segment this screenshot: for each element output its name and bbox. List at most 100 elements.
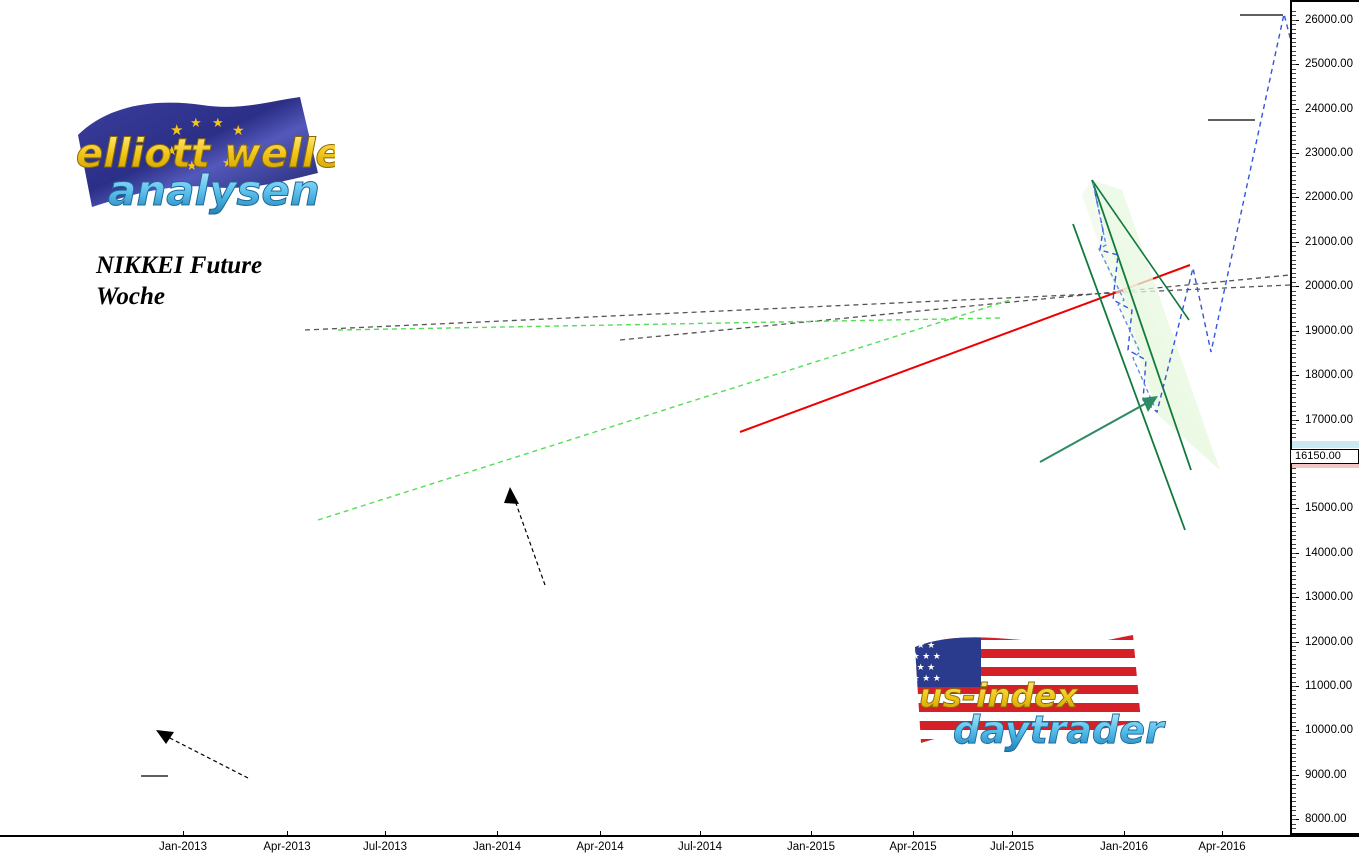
price-axis-minor-tick (1292, 215, 1296, 217)
us-flag-shape: ★ ★ ★ ★★ ★ ★ ★ ★ ★ ★★ ★ ★ ★ ★ ★ ★ (901, 635, 1141, 743)
price-axis-minor-tick (1292, 601, 1296, 603)
logo-text-analysen: analysen (108, 166, 320, 215)
price-axis-minor-tick (1292, 264, 1296, 266)
price-axis-minor-tick (1292, 774, 1296, 776)
svg-text:★ ★ ★ ★: ★ ★ ★ ★ (901, 651, 941, 661)
date-axis-tick (1222, 831, 1223, 837)
price-axis-label: 8000.00 (1305, 813, 1347, 826)
price-axis-minor-tick (1292, 206, 1296, 208)
price-axis-minor-tick (1292, 823, 1296, 825)
date-axis-label: Apr-2016 (1198, 841, 1246, 853)
price-axis-minor-tick (1292, 406, 1296, 408)
price-axis-minor-tick (1292, 237, 1296, 239)
price-axis-minor-tick (1292, 694, 1296, 696)
price-axis-minor-tick (1292, 197, 1296, 199)
price-axis-label: 24000.00 (1305, 102, 1353, 115)
price-axis-minor-tick (1292, 33, 1296, 35)
price-axis-minor-tick (1292, 730, 1296, 732)
title-line-1: NIKKEI Future (96, 252, 263, 279)
price-axis-minor-tick (1292, 24, 1296, 26)
price-axis-minor-tick (1292, 188, 1296, 190)
price-axis-minor-tick (1292, 86, 1296, 88)
svg-text:★: ★ (238, 141, 250, 156)
eu-stars: ★ ★ ★ ★ ★ ★ ★ ★ (166, 115, 250, 173)
price-axis-minor-tick (1292, 59, 1296, 61)
price-axis-minor-tick (1292, 104, 1296, 106)
price-axis-minor-tick (1292, 783, 1296, 785)
price-axis-minor-tick (1292, 748, 1296, 750)
price-axis-label: 18000.00 (1305, 369, 1353, 382)
date-axis-tick (287, 831, 288, 837)
svg-text:★: ★ (170, 122, 183, 139)
current-price-label: 16150.00 (1290, 449, 1359, 465)
price-axis-minor-tick (1292, 210, 1296, 212)
price-axis-minor-tick (1292, 579, 1296, 581)
price-axis-minor-tick (1292, 370, 1296, 372)
price-axis-minor-tick (1292, 388, 1296, 390)
price-axis-minor-tick (1292, 801, 1296, 803)
price-axis-minor-tick (1292, 437, 1296, 439)
price-axis-minor-tick (1292, 517, 1296, 519)
price-axis-minor-tick (1292, 286, 1296, 288)
price-axis-minor-tick (1292, 326, 1296, 328)
price-axis-minor-tick (1292, 139, 1296, 141)
price-axis-minor-tick (1292, 126, 1296, 128)
price-axis-minor-tick (1292, 255, 1296, 257)
price-axis-minor-tick (1292, 299, 1296, 301)
date-axis-tick (385, 831, 386, 837)
price-axis-minor-tick (1292, 330, 1296, 332)
date-axis-label: Jul-2014 (677, 841, 723, 853)
logo-text-us-index: us-index (919, 676, 1080, 715)
price-axis-minor-tick (1292, 410, 1296, 412)
arrow-bodentrompete-shaft (1039, 399, 1153, 463)
price-marker-lower (1292, 462, 1359, 469)
price-axis-minor-tick (1292, 481, 1296, 483)
arrow-dreieck-shaft (512, 494, 546, 586)
price-axis-minor-tick (1292, 95, 1296, 97)
price-axis-minor-tick (1292, 699, 1296, 701)
price-axis-minor-tick (1292, 570, 1296, 572)
price-axis-minor-tick (1292, 259, 1296, 261)
triangle-lower-line (317, 299, 1011, 521)
price-axis-minor-tick (1292, 339, 1296, 341)
price-axis-minor-tick (1292, 659, 1296, 661)
price-axis-minor-tick (1292, 170, 1296, 172)
price-axis-minor-tick (1292, 46, 1296, 48)
date-axis-tick (700, 831, 701, 837)
date-axis-label: Jan-2014 (473, 841, 521, 853)
date-axis-label: Jan-2013 (159, 841, 207, 853)
date-axis-label: Apr-2015 (889, 841, 937, 853)
price-axis-label: 17000.00 (1305, 413, 1353, 426)
price-axis-minor-tick (1292, 250, 1296, 252)
price-axis-minor-tick (1292, 375, 1296, 377)
price-axis-minor-tick (1292, 650, 1296, 652)
price-axis-label: 9000.00 (1305, 768, 1347, 781)
price-axis-minor-tick (1292, 383, 1296, 385)
price-axis-label: 14000.00 (1305, 546, 1353, 559)
price-axis-minor-tick (1292, 677, 1296, 679)
price-axis-minor-tick (1292, 397, 1296, 399)
price-axis-minor-tick (1292, 175, 1296, 177)
price-axis-minor-tick (1292, 179, 1296, 181)
price-axis-minor-tick (1292, 637, 1296, 639)
arrow-dreieck-head (504, 487, 519, 504)
price-axis-minor-tick (1292, 530, 1296, 532)
price-axis-minor-tick (1292, 130, 1296, 132)
price-axis-minor-tick (1292, 224, 1296, 226)
date-axis-label: Jan-2016 (1100, 841, 1148, 853)
price-axis-minor-tick (1292, 317, 1296, 319)
price-axis-minor-tick (1292, 290, 1296, 292)
trendline-innere (619, 274, 1290, 341)
price-axis-label: 15000.00 (1305, 502, 1353, 515)
price-axis-minor-tick (1292, 415, 1296, 417)
date-axis-tick (497, 831, 498, 837)
svg-text:★: ★ (232, 122, 245, 138)
price-axis-minor-tick (1292, 73, 1296, 75)
price-axis-minor-tick (1292, 717, 1296, 719)
price-axis-minor-tick (1292, 277, 1296, 279)
bodentrompete-upper-edge (1091, 179, 1192, 471)
price-axis-minor-tick (1292, 295, 1296, 297)
price-axis-minor-tick (1292, 10, 1296, 12)
price-axis-minor-tick (1292, 583, 1296, 585)
price-axis-minor-tick (1292, 304, 1296, 306)
